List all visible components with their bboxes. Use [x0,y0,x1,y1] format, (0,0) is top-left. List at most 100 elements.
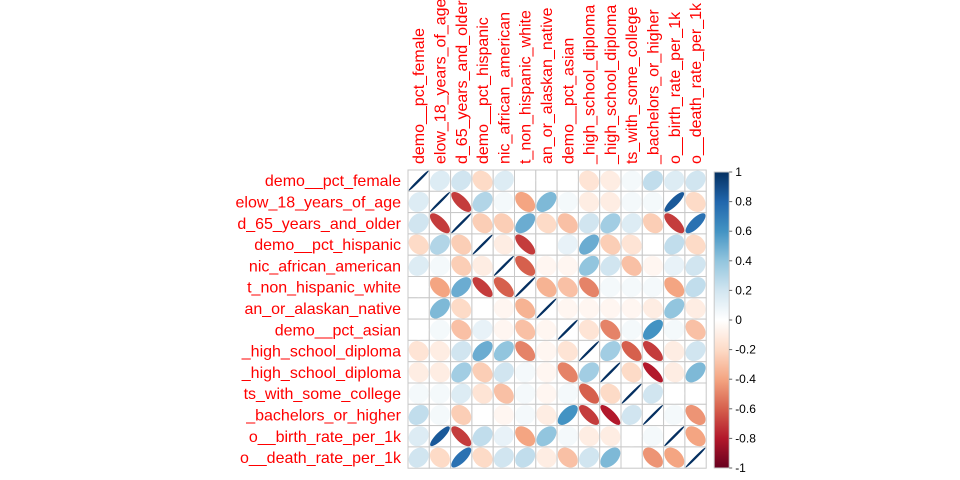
correlation-ellipse [642,277,663,298]
correlation-ellipse [429,404,450,425]
correlation-ellipse [451,341,472,362]
correlation-ellipse [664,383,685,404]
diagonal-mark [664,426,685,447]
correlation-ellipse [451,404,472,425]
correlation-ellipse [429,341,450,362]
correlation-ellipse [600,213,621,234]
diagonal-mark [578,340,600,362]
correlation-ellipse [536,404,557,425]
correlation-ellipse [642,341,663,362]
correlation-ellipse [621,362,642,383]
diagonal-mark [642,404,664,426]
correlation-ellipse [515,426,536,447]
column-label: _high_school_diploma [582,5,599,165]
correlation-ellipse [493,234,514,255]
correlation-ellipse [557,191,578,212]
correlation-ellipse [642,426,663,447]
correlation-ellipse [600,191,621,212]
correlation-ellipse [685,362,706,383]
correlation-ellipse [579,298,600,319]
correlation-ellipse [642,234,663,255]
correlation-ellipse [515,362,536,383]
correlation-ellipse [536,447,557,468]
colorbar-tick-label: -0.4 [735,372,756,386]
colorbar: 1 0.8 0.6 0.4 0.2 0 -0.2 -0.4 -0.6 -0.8 -1 [713,165,756,475]
correlation-ellipse [642,383,663,404]
correlation-ellipse [472,170,493,191]
correlation-ellipse [600,447,621,468]
correlation-ellipse [685,341,706,362]
column-label: elow_18_years_of_age [432,0,449,164]
column-label: o__birth_rate_per_1k [667,11,684,164]
colorbar-tick-label: 0.4 [735,254,752,268]
diagonal-mark [621,383,642,404]
column-label: nic_african_american [496,12,513,164]
correlation-ellipse [451,298,472,319]
correlation-ellipse [685,298,706,319]
correlation-ellipse [429,170,450,191]
diagonal-mark [515,277,536,298]
correlation-ellipse [621,404,642,425]
correlation-ellipse [536,362,557,383]
diagonal-mark [429,191,451,213]
correlation-ellipse [408,362,429,383]
correlation-ellipse [536,341,557,362]
correlation-ellipses [408,170,706,468]
colorbar-tick-label: 0.6 [735,224,752,238]
row-label: t_non_hispanic_white [247,280,401,297]
correlation-ellipse [429,383,450,404]
diagonal-mark [408,170,429,191]
column-label: o__death_rate_per_1k [688,2,705,164]
correlation-ellipse [579,319,600,340]
correlation-ellipse [451,426,472,447]
correlation-ellipse [600,277,621,298]
correlation-ellipse [408,234,429,255]
row-label: elow_18_years_of_age [236,194,402,211]
correlation-ellipse [472,298,493,319]
row-label: o__death_rate_per_1k [240,450,402,467]
correlation-ellipse [621,298,642,319]
correlation-ellipse [579,191,600,212]
correlation-ellipse [600,255,621,276]
correlation-ellipse [621,213,642,234]
correlation-ellipse [429,213,450,234]
colorbar-gradient [713,171,730,469]
correlation-ellipse [429,362,450,383]
correlation-ellipse [557,170,578,191]
correlation-ellipse [664,213,685,234]
correlation-ellipse [685,255,706,276]
correlation-ellipse [493,298,514,319]
correlation-ellipse [621,277,642,298]
correlation-ellipse [408,277,429,298]
correlation-ellipse [557,234,578,255]
correlation-ellipse [664,170,685,191]
correlation-ellipse [621,191,642,212]
correlation-ellipse [451,383,472,404]
correlation-ellipse [600,426,621,447]
correlation-ellipse [472,426,493,447]
correlation-ellipse [515,447,536,468]
correlation-ellipse [430,426,450,447]
correlation-ellipse [579,447,600,468]
column-label: _high_school_diploma [603,5,620,165]
row-label: demo__pct_female [265,173,401,190]
correlation-ellipse [408,213,429,234]
correlation-ellipse [515,191,536,212]
correlation-ellipse [685,277,706,298]
diagonal-mark [557,319,578,340]
correlation-ellipse [664,319,685,340]
correlation-ellipse [685,426,706,447]
correlation-ellipse [472,191,493,212]
correlation-ellipse [493,447,514,468]
correlation-ellipse [472,447,493,468]
correlation-ellipse [579,234,600,255]
correlation-ellipse [685,383,706,404]
correlation-ellipse [472,383,493,404]
correlation-ellipse [600,383,621,404]
correlation-ellipse [642,298,663,319]
correlation-ellipse [451,234,472,255]
correlation-ellipse [408,298,429,319]
column-label: demo__pct_hispanic [475,17,492,164]
correlation-ellipse [600,234,621,255]
correlation-ellipse [557,213,578,234]
